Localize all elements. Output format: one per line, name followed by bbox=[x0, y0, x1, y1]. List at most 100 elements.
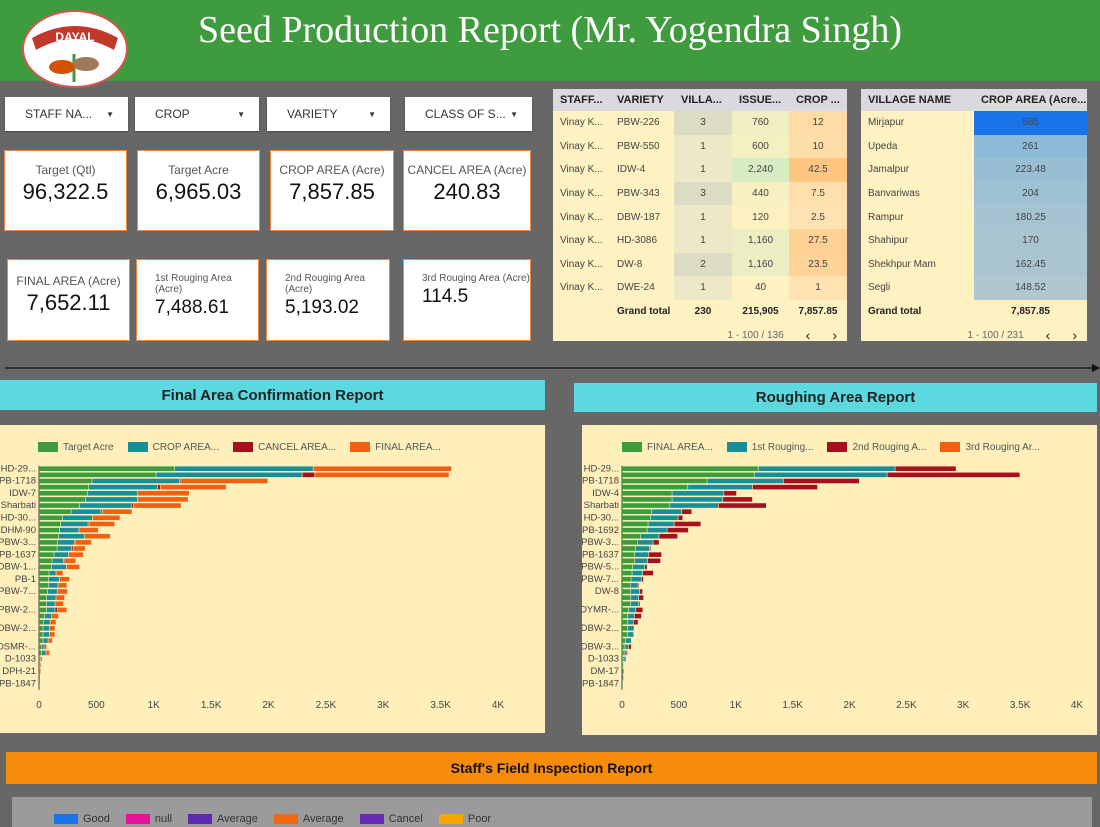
caret-down-icon: ▼ bbox=[510, 109, 518, 119]
legend-label: CANCEL AREA... bbox=[258, 442, 337, 453]
legend-label: Cancel bbox=[388, 813, 423, 825]
crop-filter[interactable]: CROP ▼ bbox=[135, 97, 259, 131]
bar-segment bbox=[622, 540, 638, 545]
header-bar bbox=[0, 0, 1100, 81]
class-of-seed-filter[interactable]: CLASS OF S... ▼ bbox=[405, 97, 532, 131]
table-cell: 2.5 bbox=[789, 205, 847, 229]
bar-segment bbox=[630, 583, 638, 588]
column-header[interactable]: VILLA... bbox=[681, 94, 722, 106]
bar-segment bbox=[639, 589, 643, 594]
bar-segment bbox=[638, 583, 639, 588]
next-page-icon[interactable]: › bbox=[832, 327, 837, 344]
kpi-3rd-rouging: 3rd Rouging Area (Acre) 114.5 bbox=[403, 259, 531, 341]
bar-segment bbox=[622, 669, 624, 674]
staff-name-filter[interactable]: STAFF NA... ▼ bbox=[5, 97, 128, 131]
variety-filter[interactable]: VARIETY ▼ bbox=[267, 97, 390, 131]
legend-swatch bbox=[350, 442, 371, 453]
bar-segment bbox=[39, 632, 43, 637]
legend-swatch bbox=[359, 814, 384, 825]
bar-segment bbox=[49, 632, 55, 637]
bar-segment bbox=[622, 558, 635, 564]
pagination: 1 - 100 / 136 ‹ › bbox=[553, 323, 847, 347]
column-header[interactable]: VILLAGE NAME bbox=[868, 94, 952, 106]
prev-page-icon[interactable]: ‹ bbox=[1045, 327, 1051, 344]
bar-segment bbox=[156, 472, 302, 478]
kpi-label: 2nd Rouging Area (Acre) bbox=[285, 273, 366, 295]
bar-segment bbox=[39, 607, 47, 613]
table-cell: Rampur bbox=[868, 211, 904, 223]
category-label: PB-1718 bbox=[0, 476, 36, 487]
bar-segment bbox=[157, 484, 160, 490]
column-header[interactable]: CROP ... bbox=[796, 94, 840, 106]
prev-page-icon[interactable]: ‹ bbox=[805, 327, 811, 344]
bar-segment bbox=[627, 626, 634, 631]
bar-segment bbox=[101, 509, 103, 514]
bar-segment bbox=[68, 552, 84, 557]
bar-segment bbox=[752, 484, 818, 490]
column-header[interactable]: ISSUE... bbox=[739, 94, 782, 106]
table-cell: 3 bbox=[674, 181, 732, 206]
bar-segment bbox=[59, 527, 79, 533]
bar-segment bbox=[622, 650, 624, 656]
bar-segment bbox=[39, 675, 40, 680]
kpi-label: FINAL AREA (Acre) bbox=[16, 274, 121, 288]
column-header[interactable]: VARIETY bbox=[617, 94, 664, 106]
bar-segment bbox=[622, 570, 632, 576]
bar-segment bbox=[39, 662, 40, 668]
bar-segment bbox=[626, 650, 628, 656]
bar-segment bbox=[64, 558, 65, 564]
table-row: Segli 148.52 bbox=[861, 276, 1087, 300]
legend-item: null bbox=[125, 813, 172, 825]
legend-item: 3rd Rouging Ar... bbox=[940, 442, 1040, 453]
table-row: Banvariwas 204 bbox=[861, 181, 1087, 206]
column-header[interactable]: CROP AREA (Acre... bbox=[981, 94, 1087, 106]
legend-item: Target Acre bbox=[38, 442, 114, 453]
legend-swatch bbox=[54, 814, 78, 825]
bar-segment bbox=[39, 669, 40, 674]
bar-segment bbox=[85, 497, 137, 502]
bar-segment bbox=[640, 533, 659, 539]
kpi-value: 7,652.11 bbox=[26, 290, 111, 315]
category-label: PB-1692 bbox=[582, 525, 619, 536]
kpi-value: 96,322.5 bbox=[22, 179, 109, 204]
kpi-target-qtl: Target (Qtl) 96,322.5 bbox=[4, 150, 127, 231]
bar-segment bbox=[622, 681, 623, 686]
bar-segment bbox=[623, 656, 625, 662]
kpi-crop-area: CROP AREA (Acre) 7,857.85 bbox=[270, 150, 394, 231]
column-header[interactable]: STAFF... bbox=[560, 94, 603, 106]
total-cell: 230 bbox=[694, 306, 712, 318]
table-cell: Segli bbox=[868, 282, 891, 294]
table-cell: 1 bbox=[674, 205, 732, 229]
legend-label: Average bbox=[302, 813, 344, 825]
bar-segment bbox=[73, 546, 86, 551]
bar-segment bbox=[638, 540, 653, 545]
bar-segment bbox=[315, 472, 449, 478]
bar-segment bbox=[622, 546, 636, 551]
kpi-label: Target Acre bbox=[168, 163, 229, 177]
category-label: PBW-7... bbox=[0, 586, 36, 597]
bar-segment bbox=[57, 540, 75, 545]
bar-segment bbox=[39, 583, 49, 588]
bar-segment bbox=[41, 644, 44, 650]
bar-segment bbox=[624, 650, 626, 656]
table-cell: 27.5 bbox=[789, 228, 847, 253]
bar-segment bbox=[49, 626, 55, 631]
bar-segment bbox=[670, 503, 718, 508]
bar-segment bbox=[39, 478, 92, 484]
table-row: Vinay K... DW-8 2 1,160 23.5 bbox=[553, 252, 847, 277]
kpi-value: 114.5 bbox=[422, 286, 469, 307]
bar-segment bbox=[723, 497, 753, 502]
bar-segment bbox=[622, 675, 623, 680]
bar-segment bbox=[43, 632, 50, 637]
kpi-label: CROP AREA (Acre) bbox=[279, 163, 385, 177]
bar-segment bbox=[758, 466, 895, 471]
bar-segment bbox=[39, 484, 89, 490]
bar-segment bbox=[688, 484, 753, 490]
legend-label: FINAL AREA... bbox=[375, 442, 441, 453]
bar-segment bbox=[51, 613, 59, 619]
category-label: DW-8 bbox=[595, 586, 619, 597]
bar-segment bbox=[718, 503, 767, 508]
bar-segment bbox=[40, 669, 41, 674]
table-row: Upeda 261 bbox=[861, 134, 1087, 159]
next-page-icon[interactable]: › bbox=[1072, 327, 1077, 344]
